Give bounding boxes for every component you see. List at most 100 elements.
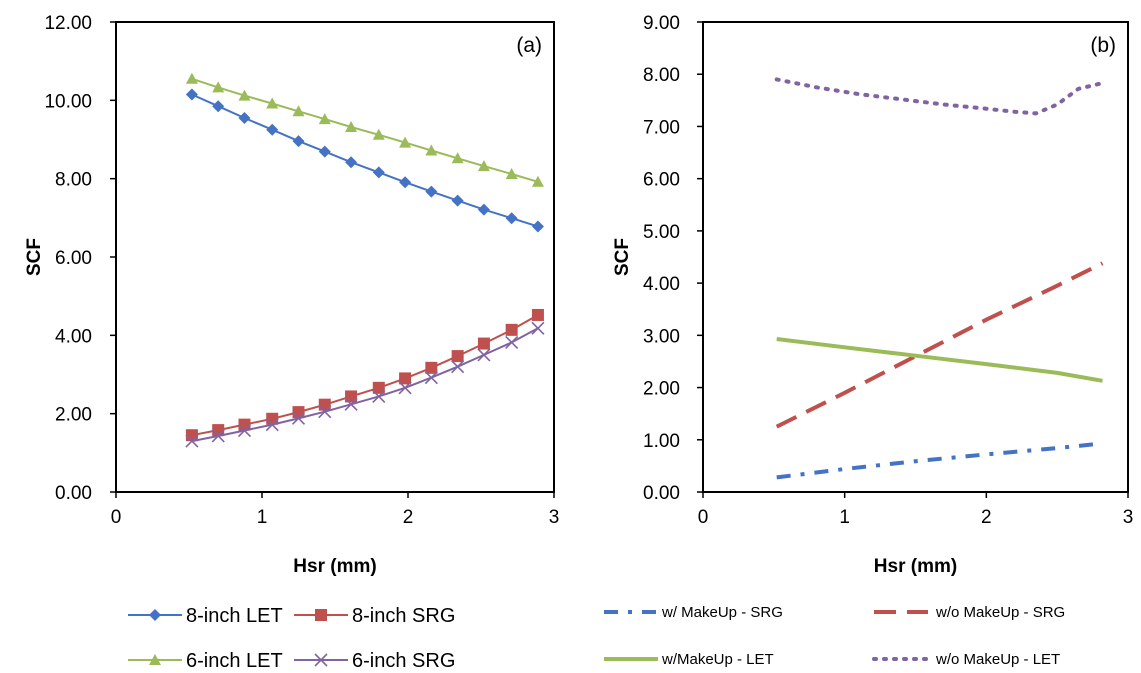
- y-tick-label: 2.00: [55, 405, 92, 426]
- data-point: [531, 220, 544, 233]
- legend-panel-b: w/ MakeUp - SRG w/o MakeUp - SRG w/MakeUp …: [604, 604, 1065, 668]
- data-point: [292, 135, 305, 148]
- data-point: [372, 389, 386, 403]
- data-point: [399, 372, 412, 385]
- data-point: [266, 97, 279, 109]
- x-tick-label: 1: [257, 507, 268, 528]
- data-point: [451, 152, 464, 164]
- panel-label: (b): [1090, 34, 1116, 57]
- y-tick-label: 1.00: [643, 431, 680, 452]
- x-tick-label: 3: [1123, 507, 1134, 528]
- data-point: [237, 423, 252, 438]
- data-point: [345, 120, 358, 132]
- legend-label: 6-inch SRG: [352, 650, 455, 672]
- data-point: [318, 405, 332, 419]
- data-point: [318, 145, 331, 158]
- x-tick-label: 0: [698, 507, 709, 528]
- data-point: [531, 308, 544, 321]
- data-point: [477, 160, 490, 172]
- x-tick-label: 0: [111, 507, 122, 528]
- x-tick-label: 3: [549, 507, 560, 528]
- data-point: [345, 156, 358, 169]
- y-tick-label: 7.00: [643, 117, 680, 138]
- series-3: [776, 337, 1103, 383]
- legend-item: 8-inch LET: [128, 605, 283, 627]
- data-point: [265, 418, 279, 432]
- legend-marker: [315, 609, 327, 621]
- chart-panel-b: 0.00 1.00 2.00 3.00 4.00 5.00 6.00 7.00 8.00 9.00…: [612, 13, 1133, 577]
- legend-item: 6-inch LET: [128, 650, 283, 672]
- legend-label: w/o MakeUp - SRG: [935, 604, 1065, 621]
- data-point: [505, 335, 519, 349]
- x-tick-label: 2: [403, 507, 414, 528]
- data-point: [451, 360, 465, 374]
- y-axis-label: SCF: [612, 238, 633, 276]
- series-line: [776, 337, 1103, 383]
- y-tick-label: 4.00: [643, 274, 680, 295]
- x-tick-label: 1: [839, 507, 850, 528]
- data-point: [477, 337, 490, 350]
- data-point: [238, 111, 251, 124]
- data-point: [212, 100, 225, 113]
- data-point: [531, 321, 545, 335]
- series-4: [185, 321, 545, 448]
- data-point: [399, 176, 412, 189]
- legend-label: 8-inch LET: [186, 605, 283, 627]
- legend-label: w/ MakeUp - SRG: [661, 604, 783, 621]
- data-point: [344, 397, 358, 411]
- legend-marker: [149, 654, 161, 665]
- series-3: [185, 72, 544, 187]
- series-4: [774, 77, 1105, 116]
- series-line: [191, 77, 539, 183]
- data-point: [185, 88, 198, 101]
- data-point: [211, 429, 225, 443]
- data-point: [424, 371, 438, 385]
- y-axis-label: SCF: [24, 238, 45, 276]
- data-point: [372, 128, 385, 140]
- legend-marker: [314, 653, 328, 667]
- y-tick-label: 0.00: [643, 483, 680, 504]
- data-point: [451, 194, 464, 207]
- panel-label: (a): [516, 34, 542, 57]
- series-1: [185, 88, 544, 233]
- x-tick-label: 2: [981, 507, 992, 528]
- y-tick-label: 0.00: [55, 483, 92, 504]
- data-point: [451, 350, 464, 363]
- series-1: [776, 441, 1103, 480]
- legend-label: 8-inch SRG: [352, 605, 455, 627]
- legend-item: w/o MakeUp - LET: [872, 651, 1060, 668]
- data-point: [398, 381, 412, 395]
- legend-item: 6-inch SRG: [294, 650, 455, 672]
- data-point: [238, 89, 251, 101]
- y-tick-label: 12.00: [44, 13, 92, 34]
- data-point: [372, 381, 385, 394]
- y-tick-label: 6.00: [643, 170, 680, 191]
- legend-label: 6-inch LET: [186, 650, 283, 672]
- y-tick-label: 8.00: [643, 65, 680, 86]
- y-tick-label: 9.00: [643, 13, 680, 34]
- data-point: [318, 398, 331, 411]
- series-line: [776, 441, 1103, 480]
- y-tick-label: 8.00: [55, 170, 92, 191]
- data-point: [399, 136, 412, 148]
- data-point: [292, 105, 305, 117]
- series-line: [191, 314, 539, 437]
- plot-area: [702, 21, 1129, 493]
- legend-label: w/MakeUp - LET: [661, 651, 774, 668]
- data-point: [372, 166, 385, 179]
- data-point: [185, 434, 199, 448]
- data-point: [425, 144, 438, 156]
- x-axis-label: Hsr (mm): [874, 556, 957, 577]
- data-point: [345, 390, 358, 403]
- data-point: [505, 167, 518, 179]
- y-tick-label: 4.00: [55, 326, 92, 347]
- series-2: [185, 308, 544, 442]
- series-line: [191, 327, 539, 443]
- legend-item: w/o MakeUp - SRG: [874, 604, 1065, 621]
- data-point: [212, 81, 225, 93]
- legend-label: w/o MakeUp - LET: [935, 651, 1060, 668]
- legend-panel-a: 8-inch LET 8-inch SRG 6-inch LET 6-inch SRG: [128, 605, 455, 672]
- x-axis-label: Hsr (mm): [293, 556, 376, 577]
- series-line: [774, 77, 1105, 116]
